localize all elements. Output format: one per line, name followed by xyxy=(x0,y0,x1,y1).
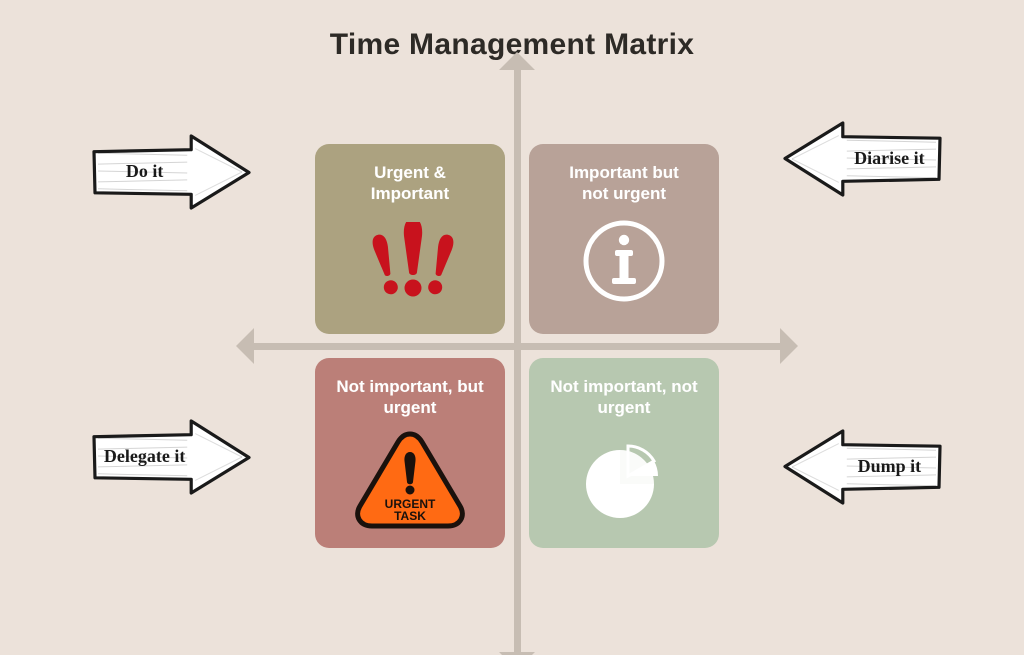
pie-chart-icon xyxy=(580,436,668,529)
callout-label: Delegate it xyxy=(100,446,189,467)
axis-vertical xyxy=(514,70,521,652)
callout-label: Diarise it xyxy=(845,148,934,169)
quadrant-label-line1: Important but xyxy=(569,163,679,182)
quadrant-label-line2: not urgent xyxy=(582,184,666,203)
axis-arrowhead-right-icon xyxy=(780,328,798,364)
exclamation-icon xyxy=(355,222,465,307)
quadrant-label-line1: Not important, not xyxy=(550,377,697,396)
quadrant-important-not-urgent: Important but not urgent xyxy=(529,144,719,334)
axis-horizontal xyxy=(254,343,780,350)
urgent-task-triangle-icon: URGENT TASK xyxy=(354,430,466,535)
callout-delegate-it: Delegate it xyxy=(92,418,252,496)
quadrant-label-line2: urgent xyxy=(384,398,437,417)
axis-arrowhead-up-icon xyxy=(499,52,535,70)
quadrant-not-important-not-urgent: Not important, not urgent xyxy=(529,358,719,548)
quadrant-label: Not important, not urgent xyxy=(529,376,719,419)
axis-arrowhead-left-icon xyxy=(236,328,254,364)
info-circle-icon xyxy=(581,218,667,309)
quadrant-label-line1: Not important, but xyxy=(336,377,483,396)
quadrant-label-line1: Urgent & xyxy=(374,163,446,182)
quadrant-urgent-important: Urgent & Important xyxy=(315,144,505,334)
quadrant-label: Not important, but urgent xyxy=(315,376,505,419)
svg-text:TASK: TASK xyxy=(394,509,426,523)
quadrant-label-line2: Important xyxy=(371,184,449,203)
callout-diarise-it: Diarise it xyxy=(782,120,942,198)
callout-dump-it: Dump it xyxy=(782,428,942,506)
quadrant-not-important-urgent: Not important, but urgent URGENT TASK xyxy=(315,358,505,548)
callout-label: Do it xyxy=(100,161,189,182)
quadrant-label: Urgent & Important xyxy=(315,162,505,205)
callout-do-it: Do it xyxy=(92,133,252,211)
quadrant-label-line2: urgent xyxy=(598,398,651,417)
quadrant-label: Important but not urgent xyxy=(529,162,719,205)
callout-label: Dump it xyxy=(845,456,934,477)
